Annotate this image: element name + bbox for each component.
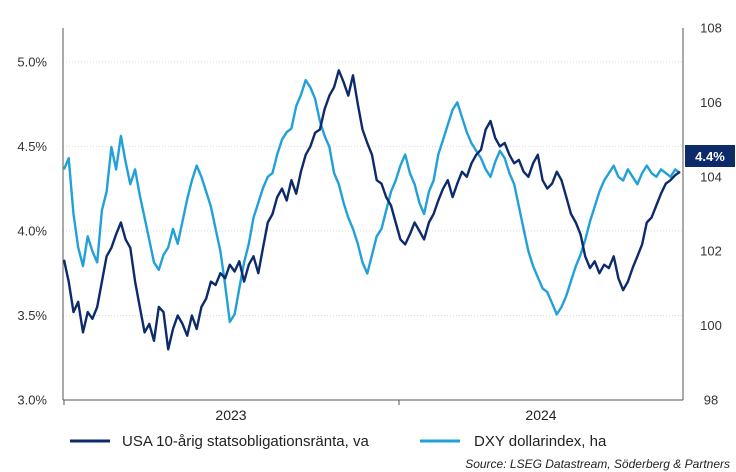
y-left-tick-label: 3.5% (17, 308, 47, 323)
latest-value-badge-text: 4.4% (695, 149, 725, 164)
x-tick-label-2024: 2024 (525, 407, 556, 423)
y-right-tick-label: 104 (700, 169, 722, 184)
y-left-tick-label: 3.0% (17, 393, 47, 408)
y-right-tick-label: 102 (700, 244, 722, 259)
y-right-tick-label: 108 (700, 21, 722, 36)
y-left-tick-label: 4.0% (17, 223, 47, 238)
series-line-dxy (62, 78, 681, 324)
axis-layer (62, 28, 684, 405)
series-line-us10y (62, 69, 681, 351)
legend: USA 10-årig statsobligationsränta, va DX… (70, 433, 607, 450)
y-right-tick-label: 98 (704, 393, 718, 408)
y-left-tick-label: 5.0% (17, 54, 47, 69)
y-left-tick-label: 4.5% (17, 139, 47, 154)
x-tick-label-2023: 2023 (215, 407, 246, 423)
legend-label-us10y: USA 10-årig statsobligationsränta, va (122, 433, 369, 450)
grid-layer (63, 61, 683, 401)
latest-value-badge: 4.4% (685, 145, 735, 167)
latest-value-badge-bg (685, 145, 735, 167)
series-layer (62, 69, 681, 351)
source-note: Source: LSEG Datastream, Söderberg & Par… (465, 457, 730, 471)
legend-label-dxy: DXY dollarindex, ha (474, 433, 607, 450)
y-right-tick-label: 106 (700, 95, 722, 110)
y-right-tick-label: 100 (700, 318, 722, 333)
labels-layer: 2023 2024 3.0% 3.5% 4.0% 4.5% 5.0% 98 100 102 10… (17, 21, 721, 424)
